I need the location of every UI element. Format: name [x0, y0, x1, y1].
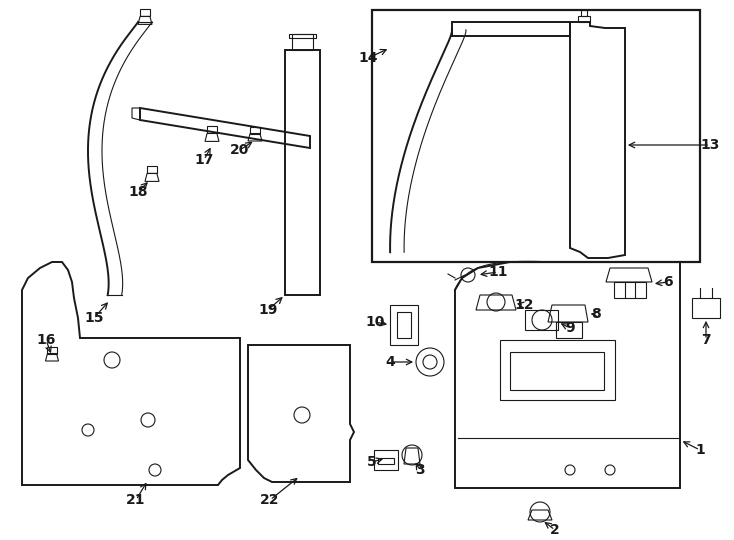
Text: 15: 15 [84, 311, 103, 325]
Text: 10: 10 [366, 315, 385, 329]
Text: 11: 11 [488, 265, 508, 279]
Text: 5: 5 [367, 455, 377, 469]
Text: 4: 4 [385, 355, 395, 369]
Text: 3: 3 [415, 463, 425, 477]
Text: 21: 21 [126, 493, 146, 507]
Text: 6: 6 [664, 275, 673, 289]
Text: 2: 2 [550, 523, 560, 537]
Text: 12: 12 [515, 298, 534, 312]
Text: 19: 19 [258, 303, 277, 317]
Text: 7: 7 [701, 333, 711, 347]
Text: 22: 22 [261, 493, 280, 507]
Text: 18: 18 [128, 185, 148, 199]
Text: 1: 1 [695, 443, 705, 457]
Text: 13: 13 [700, 138, 720, 152]
Text: 8: 8 [591, 307, 601, 321]
Text: 16: 16 [36, 333, 56, 347]
Text: 17: 17 [195, 153, 214, 167]
Text: 9: 9 [565, 321, 575, 335]
Text: 20: 20 [230, 143, 250, 157]
Text: 14: 14 [358, 51, 378, 65]
